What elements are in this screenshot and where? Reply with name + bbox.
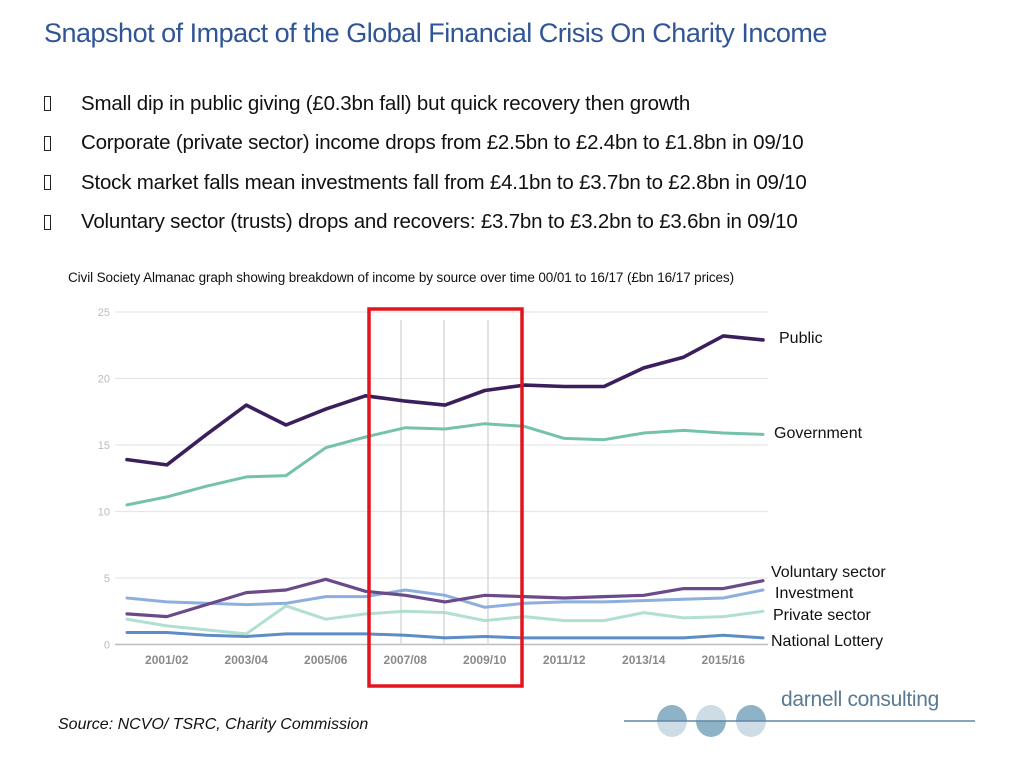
logo-dot-top [736, 705, 766, 721]
legend-label: Public [779, 330, 823, 347]
logo-text: darnell consulting [781, 688, 940, 711]
legend-label: Government [774, 425, 863, 442]
bullet-text: Small dip in public giving (£0.3bn fall)… [81, 91, 691, 115]
y-tick-label: 15 [98, 440, 110, 452]
series-labels: Public Government Voluntary sector Investme… [771, 330, 886, 650]
logo-dot-bottom [696, 721, 726, 737]
bullet-list: Small dip in public giving (£0.3bn fall)… [44, 84, 807, 242]
series-line-voluntary-sector [125, 577, 765, 619]
logo-dot-top [696, 705, 726, 721]
legend-label: Investment [775, 585, 854, 602]
bullet-item: Corporate (private sector) income drops … [44, 124, 807, 164]
y-axis-ticks: 0 5 10 15 20 25 [98, 307, 110, 652]
series-line-government [125, 422, 765, 507]
y-tick-label: 20 [98, 374, 110, 386]
darnell-logo [624, 705, 975, 737]
legend-label: Voluntary sector [771, 564, 886, 581]
x-axis-ticks: 2001/02 2003/04 2005/06 2007/08 2009/10 2011/… [145, 653, 745, 667]
bullet-text: Corporate (private sector) income drops … [81, 131, 804, 155]
bullet-item: Small dip in public giving (£0.3bn fall)… [44, 84, 807, 124]
series-line-private-sector [125, 604, 765, 636]
logo-dot-bottom [736, 721, 766, 737]
y-tick-label: 0 [104, 640, 110, 652]
logo-dot-top [657, 705, 687, 721]
series-line-national-lottery [125, 631, 765, 640]
source-note: Source: NCVO/ TSRC, Charity Commission [58, 716, 369, 733]
bullet-item: Voluntary sector (trusts) drops and reco… [44, 203, 807, 243]
series-lines [125, 334, 765, 640]
legend-label: National Lottery [771, 633, 883, 650]
x-tick-label: 2015/16 [702, 653, 746, 667]
x-tick-label: 2007/08 [384, 653, 428, 667]
x-tick-label: 2011/12 [543, 653, 586, 667]
x-tick-label: 2003/04 [225, 653, 269, 667]
series-line-investment [125, 588, 765, 609]
y-tick-label: 10 [98, 507, 110, 519]
y-tick-label: 5 [104, 573, 110, 585]
crisis-highlight-box [367, 307, 524, 688]
bullet-box-icon [44, 214, 51, 230]
y-tick-label: 25 [98, 307, 110, 319]
x-tick-label: 2013/14 [622, 653, 666, 667]
slide-title: Snapshot of Impact of the Global Financi… [44, 18, 827, 48]
bullet-text: Voluntary sector (trusts) drops and reco… [81, 210, 798, 234]
x-tick-label: 2009/10 [463, 653, 507, 667]
logo-dot-bottom [657, 721, 687, 737]
legend-label: Private sector [773, 607, 871, 624]
gridlines [115, 311, 768, 646]
series-line-public [125, 334, 765, 467]
bullet-text: Stock market falls mean investments fall… [81, 170, 807, 194]
bullet-box-icon [44, 175, 51, 191]
bullet-item: Stock market falls mean investments fall… [44, 163, 807, 203]
chart-caption: Civil Society Almanac graph showing brea… [68, 270, 734, 285]
bullet-box-icon [44, 135, 51, 151]
x-tick-label: 2001/02 [145, 653, 189, 667]
bullet-box-icon [44, 96, 51, 112]
x-tick-label: 2005/06 [304, 653, 348, 667]
